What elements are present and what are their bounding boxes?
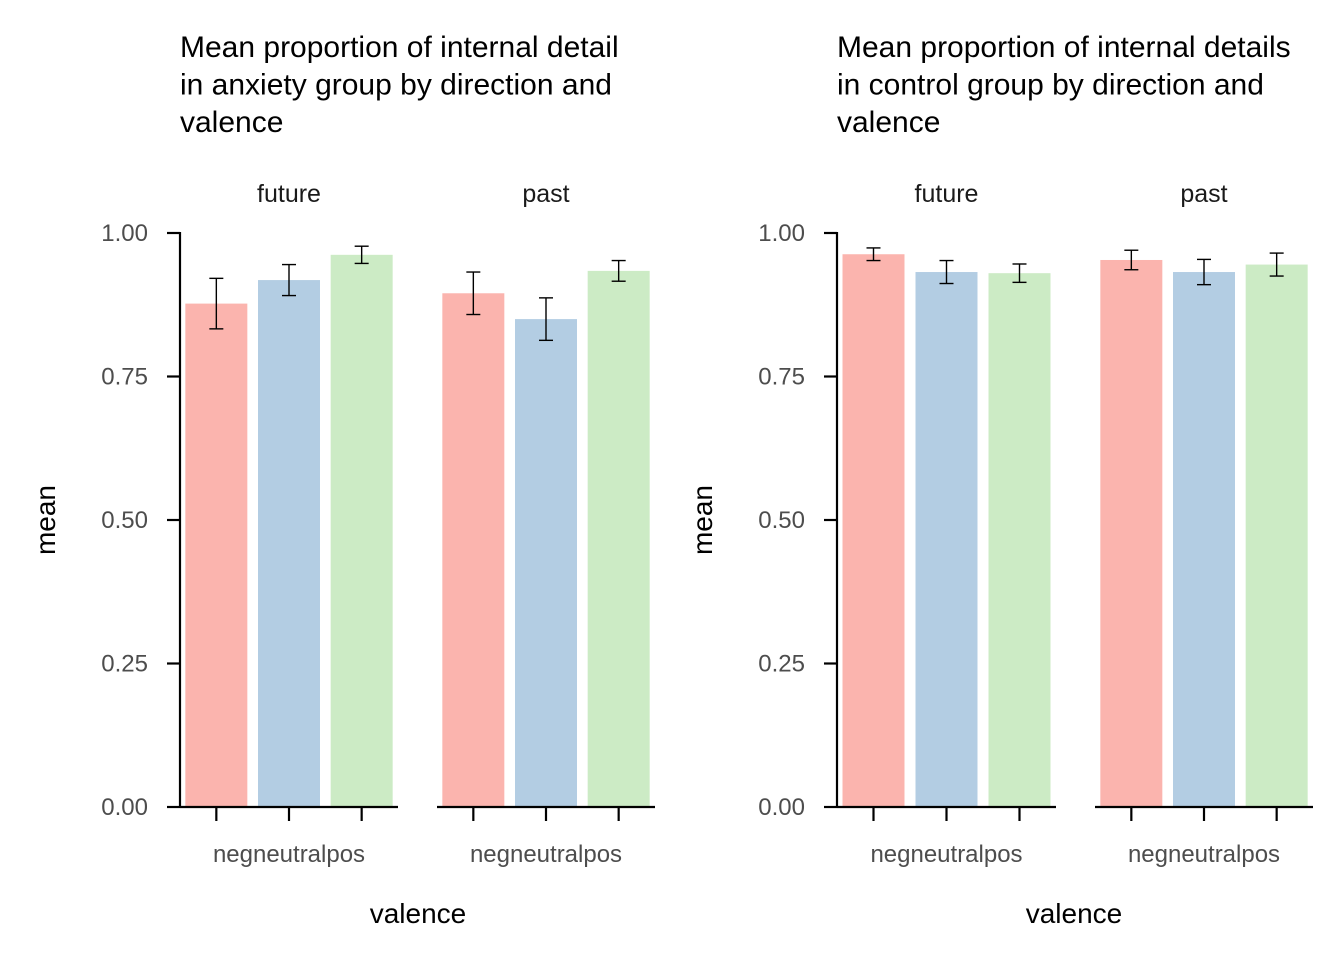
chart-panel-0: Mean proportion of internal detail in anx… bbox=[30, 31, 655, 929]
bar-neg bbox=[185, 303, 248, 807]
chart-title-line: Mean proportion of internal details bbox=[837, 31, 1291, 64]
y-tick-label: 0.75 bbox=[101, 364, 148, 391]
chart-title: Mean proportion of internal details in co… bbox=[837, 31, 1291, 139]
y-tick-label: 0.00 bbox=[758, 794, 805, 821]
y-tick-label: 1.00 bbox=[758, 220, 805, 247]
y-tick-label: 0.50 bbox=[101, 507, 148, 534]
y-tick-label: 0.25 bbox=[758, 651, 805, 678]
bar-neutral bbox=[915, 272, 978, 808]
y-tick-label: 0.00 bbox=[101, 794, 148, 821]
x-tick-label: negneutralpos bbox=[1128, 841, 1280, 868]
chart-title-line: in anxiety group by direction and bbox=[180, 69, 612, 102]
bar-neg bbox=[442, 293, 505, 807]
bar-pos bbox=[988, 273, 1051, 807]
y-axis-label: mean bbox=[687, 485, 718, 555]
bar-pos bbox=[1245, 264, 1308, 807]
chart-title-line: valence bbox=[837, 106, 940, 139]
bar-neg bbox=[1100, 259, 1163, 807]
chart-title-line: Mean proportion of internal detail bbox=[180, 31, 619, 64]
x-axis-label: valence bbox=[1026, 898, 1123, 929]
facet-past: past negneutralpos bbox=[1095, 180, 1313, 868]
chart-title-line: valence bbox=[180, 106, 283, 139]
facet-strip-label: future bbox=[257, 180, 321, 208]
facet-strip-label: past bbox=[522, 180, 569, 208]
facet-past: past negneutralpos bbox=[437, 180, 655, 868]
x-tick-label: negneutralpos bbox=[870, 841, 1022, 868]
facet-strip-label: past bbox=[1180, 180, 1227, 208]
facet-future: future negneutralpos bbox=[180, 180, 398, 868]
x-axis-label: valence bbox=[370, 898, 467, 929]
chart-title: Mean proportion of internal detail in anx… bbox=[180, 31, 619, 139]
y-axis-label: mean bbox=[30, 485, 61, 555]
y-tick-label: 0.75 bbox=[758, 364, 805, 391]
y-tick-label: 0.25 bbox=[101, 651, 148, 678]
chart-title-line: in control group by direction and bbox=[837, 69, 1264, 102]
x-tick-label: negneutralpos bbox=[470, 841, 622, 868]
bar-pos bbox=[330, 254, 393, 807]
y-tick-label: 0.50 bbox=[758, 507, 805, 534]
chart-panel-1: Mean proportion of internal details in co… bbox=[687, 31, 1313, 929]
facet-strip-label: future bbox=[915, 180, 979, 208]
facet-future: future negneutralpos bbox=[837, 180, 1056, 868]
bar-pos bbox=[587, 270, 650, 807]
bar-neg bbox=[842, 254, 905, 807]
x-tick-label: negneutralpos bbox=[213, 841, 365, 868]
bar-neutral bbox=[1173, 272, 1235, 808]
bar-neutral bbox=[515, 319, 577, 807]
y-tick-label: 1.00 bbox=[101, 220, 148, 247]
bar-neutral bbox=[258, 280, 320, 807]
